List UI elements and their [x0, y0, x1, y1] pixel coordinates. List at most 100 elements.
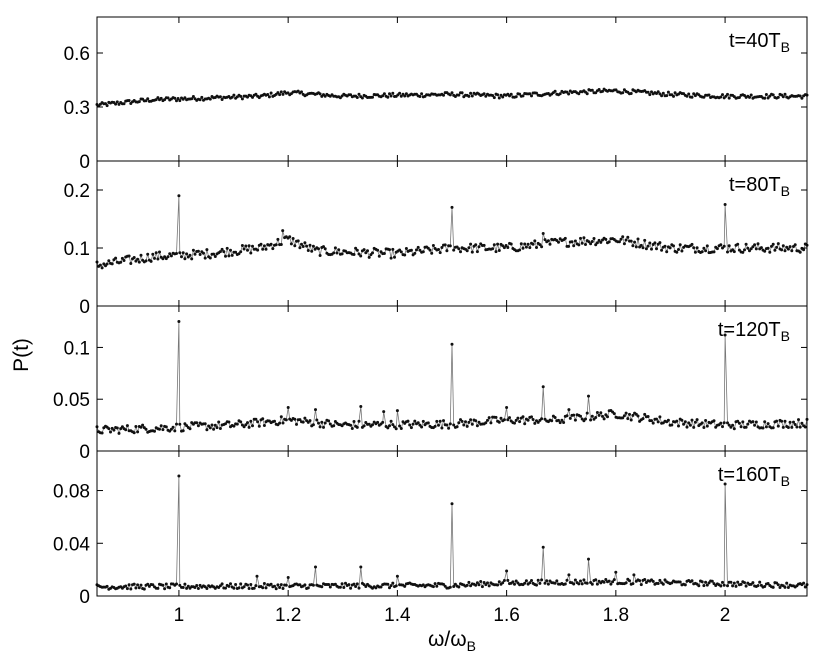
data-point	[154, 251, 158, 255]
data-point	[371, 423, 374, 427]
data-point	[217, 420, 221, 424]
data-point	[132, 582, 136, 586]
data-point	[450, 205, 454, 209]
data-point	[744, 425, 748, 429]
data-point	[388, 586, 391, 590]
data-point	[247, 425, 251, 429]
data-point	[621, 91, 625, 95]
data-point	[220, 582, 224, 586]
data-point	[242, 247, 246, 251]
data-point	[328, 585, 332, 589]
data-point	[251, 244, 254, 248]
data-point	[386, 95, 390, 99]
data-point	[328, 422, 332, 426]
data-point	[579, 414, 582, 418]
data-point	[389, 256, 393, 260]
data-point	[731, 423, 735, 427]
data-point	[185, 252, 189, 256]
data-point	[281, 421, 285, 425]
data-point	[475, 250, 479, 254]
data-point	[262, 424, 266, 427]
data-point	[445, 423, 449, 427]
data-point	[741, 420, 745, 424]
data-point	[124, 428, 128, 432]
data-point	[366, 249, 369, 253]
data-point	[470, 94, 474, 98]
data-point	[175, 99, 178, 103]
data-point	[137, 100, 141, 104]
data-point	[262, 244, 266, 248]
data-point	[748, 249, 751, 253]
data-point	[261, 417, 265, 421]
data-point	[781, 244, 785, 248]
data-point	[394, 584, 398, 588]
data-point	[723, 333, 727, 337]
data-point	[798, 250, 802, 254]
data-point	[721, 425, 724, 429]
data-point	[803, 425, 807, 429]
data-point	[413, 251, 417, 255]
data-point	[792, 420, 795, 424]
data-point	[271, 247, 275, 251]
data-point	[352, 253, 356, 256]
data-point	[448, 244, 452, 248]
data-point	[288, 235, 292, 239]
data-point	[421, 419, 425, 423]
data-point	[224, 254, 227, 258]
data-point	[315, 418, 319, 422]
data-point	[666, 418, 670, 422]
data-point	[770, 244, 773, 248]
data-point	[508, 416, 511, 420]
data-point	[232, 93, 236, 97]
data-point	[636, 414, 640, 418]
data-point	[457, 421, 461, 425]
data-point	[656, 90, 660, 94]
data-point	[506, 246, 510, 249]
data-point	[362, 424, 366, 428]
data-point	[448, 585, 452, 589]
data-point	[394, 427, 398, 431]
data-point	[802, 248, 806, 252]
data-point	[443, 243, 447, 247]
panel-frame	[96, 160, 808, 307]
data-point	[413, 419, 417, 423]
data-point	[499, 416, 503, 420]
data-point	[354, 585, 358, 588]
data-point	[437, 423, 440, 427]
data-point	[565, 578, 569, 582]
data-point	[487, 584, 491, 588]
data-point	[127, 583, 131, 587]
data-point	[491, 247, 495, 251]
data-point	[477, 245, 481, 249]
data-point	[457, 585, 461, 589]
data-point	[295, 422, 298, 426]
data-point	[496, 242, 500, 246]
data-point	[161, 428, 165, 432]
data-point	[141, 423, 145, 427]
data-point	[480, 585, 484, 589]
data-point	[389, 94, 393, 98]
data-point	[685, 94, 689, 98]
data-point	[780, 248, 784, 252]
data-point	[530, 579, 533, 582]
data-point	[125, 424, 129, 428]
data-point	[484, 421, 488, 425]
data-point	[303, 583, 307, 587]
data-point	[359, 254, 363, 258]
data-point	[438, 419, 442, 423]
series-line	[96, 321, 808, 435]
x-axis-label-main: ω/ω	[428, 628, 467, 651]
data-point	[496, 583, 500, 587]
panel-3: 0 0.05 0.1 t=120TB	[53, 305, 809, 463]
data-point	[651, 421, 655, 425]
data-point	[467, 246, 471, 250]
data-point	[766, 422, 770, 426]
data-point	[181, 251, 185, 255]
data-point	[501, 95, 505, 99]
data-point	[643, 238, 647, 242]
data-point	[244, 423, 248, 427]
data-point	[437, 248, 440, 251]
data-point	[614, 570, 618, 574]
data-point	[687, 92, 691, 96]
data-point	[399, 94, 403, 98]
